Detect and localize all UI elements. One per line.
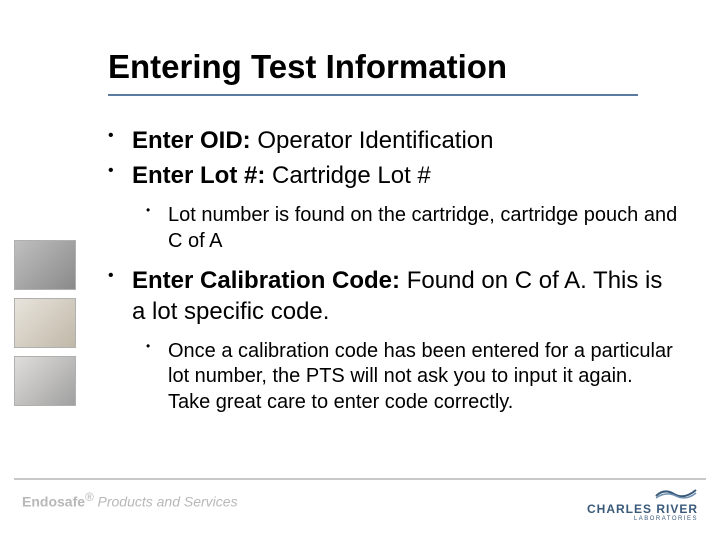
bullet-3-bold: Enter Calibration Code: [132,267,400,294]
footer-right: CHARLES RIVER LABORATORIES [587,486,698,522]
footer-reg: ® [85,491,94,504]
sidebar-images [14,240,76,406]
content-area: Enter OID: Operator Identification Enter… [100,126,680,427]
footer-divider [14,478,706,480]
footer-tagline: Products and Services [94,494,238,510]
company-name: CHARLES RIVER [587,502,698,516]
bullet-1-bold: Enter OID: [132,127,251,154]
bullet-1-rest: Operator Identification [251,127,494,154]
footer-brand: Endosafe [22,494,85,510]
company-logo: CHARLES RIVER LABORATORIES [587,486,698,522]
bullet-list-lvl2-b: Once a calibration code has been entered… [132,339,680,415]
company-sub: LABORATORIES [634,516,698,522]
footer-left: Endosafe® Products and Services [22,491,238,510]
sidebar-image-device [14,240,76,290]
bullet-item-2: Enter Lot #: Cartridge Lot # Lot number … [100,161,680,254]
bullet-3-sub-1: Once a calibration code has been entered… [132,339,680,415]
wave-icon [654,486,698,500]
bullet-item-3: Enter Calibration Code: Found on C of A.… [100,266,680,415]
bullet-list-lvl1: Enter OID: Operator Identification Enter… [100,126,680,415]
bullet-list-lvl2-a: Lot number is found on the cartridge, ca… [132,203,680,253]
bullet-2-rest: Cartridge Lot # [265,162,430,189]
sidebar-image-vials [14,356,76,406]
bullet-2-sub-1: Lot number is found on the cartridge, ca… [132,203,680,253]
title-underline [108,94,638,96]
bullet-2-bold: Enter Lot #: [132,162,265,189]
page-title: Entering Test Information [108,48,507,86]
sidebar-image-lab [14,298,76,348]
slide: Entering Test Information Enter OID: Ope… [0,0,720,540]
bullet-item-1: Enter OID: Operator Identification [100,126,680,157]
